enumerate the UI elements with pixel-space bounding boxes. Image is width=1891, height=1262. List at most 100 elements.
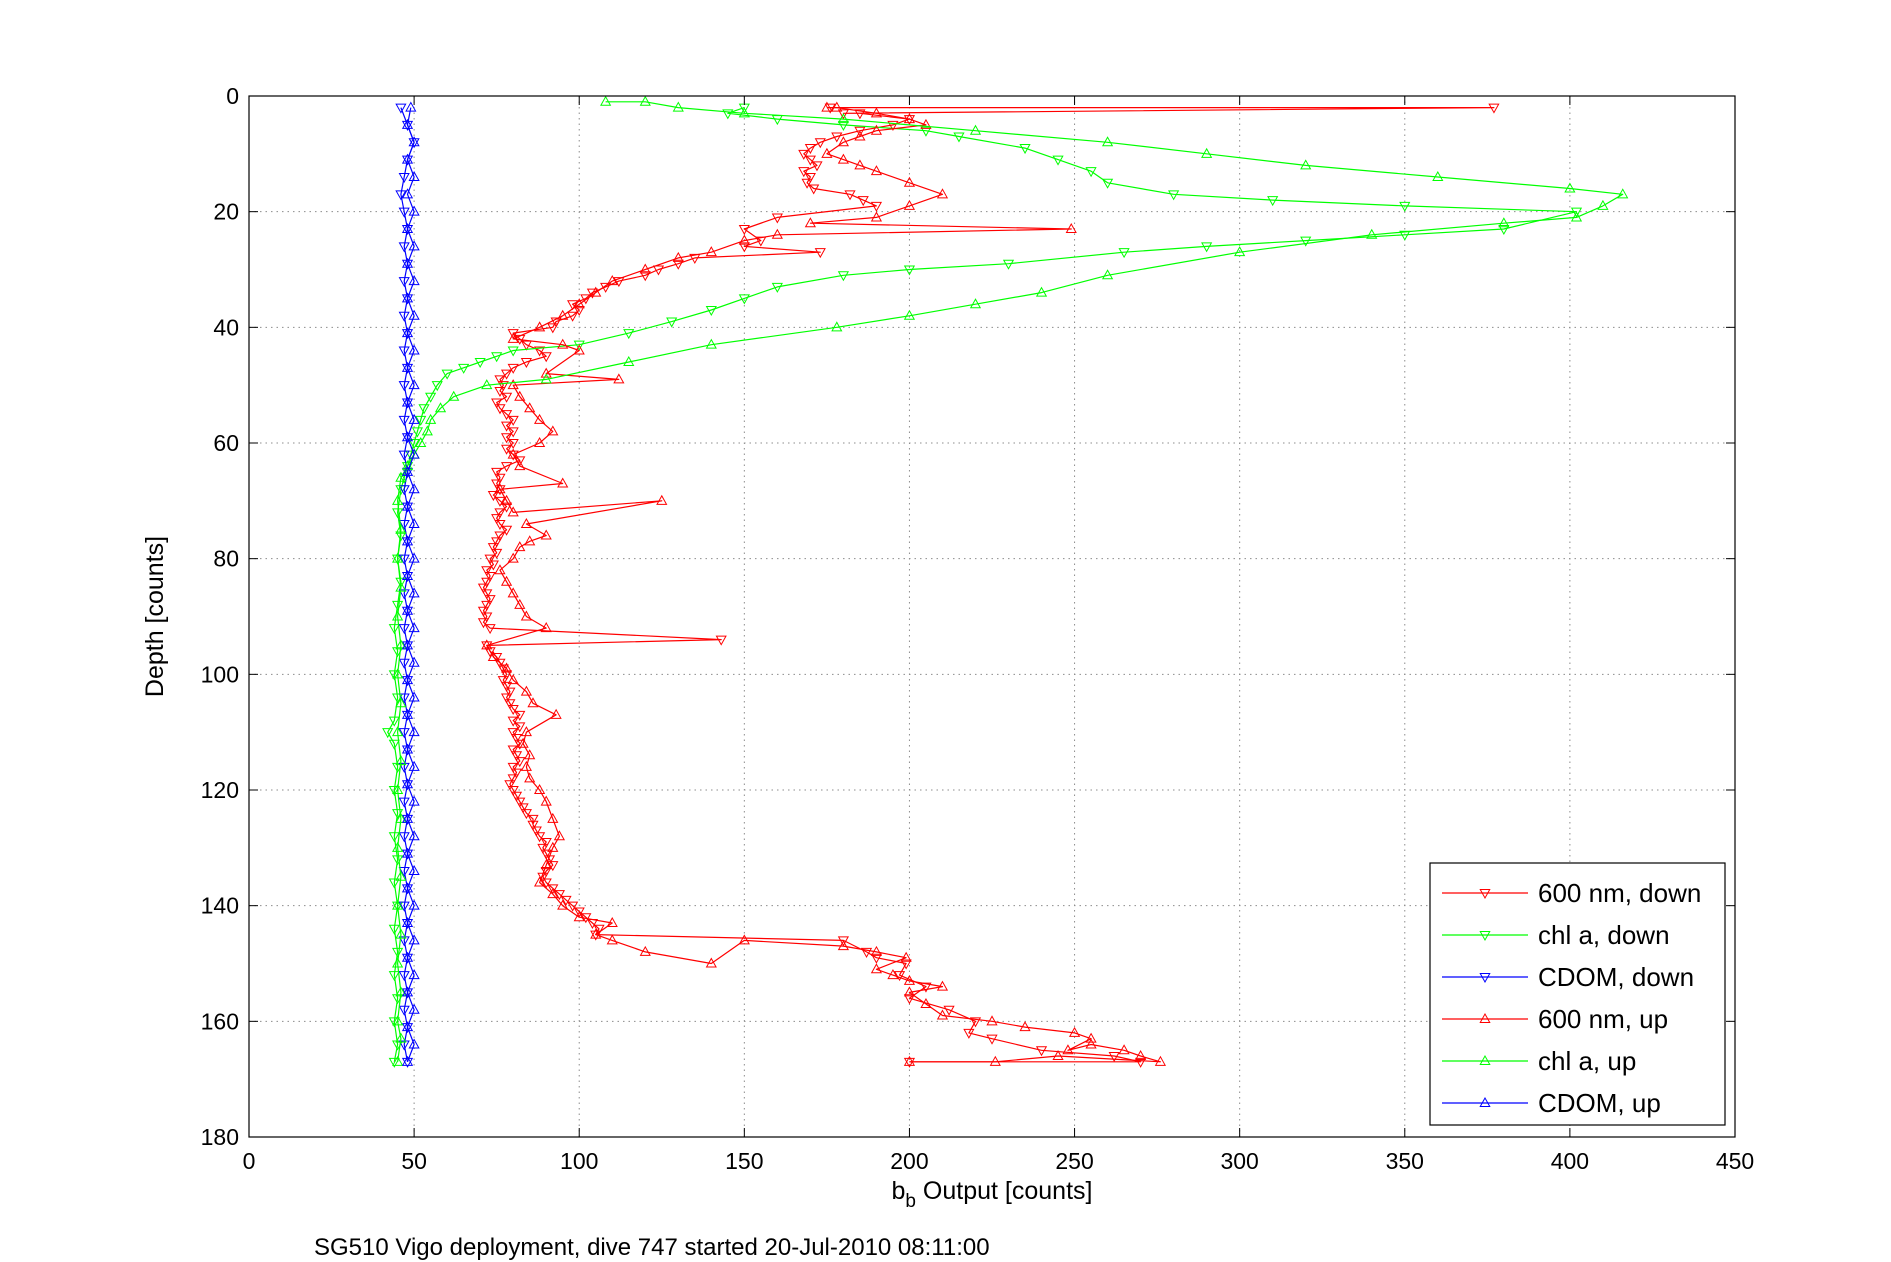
data-point bbox=[689, 253, 701, 264]
y-tick-label: 140 bbox=[201, 893, 239, 919]
data-point bbox=[408, 136, 420, 147]
data-point bbox=[408, 483, 420, 494]
data-point bbox=[388, 1017, 400, 1028]
data-point bbox=[804, 217, 816, 228]
data-point bbox=[395, 870, 407, 881]
data-point bbox=[524, 535, 536, 546]
data-point bbox=[401, 812, 414, 823]
data-point bbox=[401, 153, 414, 164]
data-point bbox=[722, 109, 734, 120]
data-point bbox=[738, 294, 750, 305]
data-point bbox=[388, 624, 400, 635]
data-point bbox=[738, 107, 750, 118]
series-line bbox=[397, 101, 1624, 1062]
data-point bbox=[567, 311, 579, 322]
data-point bbox=[903, 1055, 916, 1066]
y-tick-label: 0 bbox=[226, 83, 239, 109]
data-point bbox=[477, 583, 490, 594]
y-axis-label: Depth [counts] bbox=[141, 536, 169, 697]
data-point bbox=[738, 242, 750, 253]
data-point bbox=[484, 554, 496, 565]
data-point bbox=[395, 103, 407, 114]
data-point bbox=[540, 352, 552, 363]
data-point bbox=[401, 1055, 414, 1066]
data-point bbox=[514, 541, 526, 552]
data-point bbox=[398, 866, 410, 877]
data-point bbox=[533, 413, 546, 424]
x-axis-label: bb Output [counts] bbox=[892, 1177, 1093, 1212]
data-point bbox=[401, 327, 414, 338]
data-point bbox=[672, 101, 684, 112]
data-point bbox=[1168, 190, 1180, 201]
data-point bbox=[1432, 170, 1444, 181]
series-line bbox=[482, 106, 1495, 1063]
data-point bbox=[388, 1057, 400, 1068]
x-tick-label: 100 bbox=[560, 1148, 598, 1174]
data-point bbox=[408, 691, 420, 702]
data-point bbox=[408, 830, 420, 841]
data-point bbox=[550, 708, 562, 719]
data-point bbox=[401, 814, 414, 825]
data-point bbox=[401, 676, 414, 687]
data-point bbox=[401, 778, 414, 789]
data-point bbox=[514, 797, 526, 808]
axis-tick-labels: 0 50 100 150 200 250 300 350 400 450 0 20 40 60 80 100 1… bbox=[201, 83, 1755, 1174]
data-point bbox=[401, 847, 414, 858]
data-point bbox=[401, 951, 414, 962]
data-point bbox=[415, 415, 427, 426]
data-point bbox=[986, 1034, 998, 1045]
data-point bbox=[401, 502, 414, 513]
data-point bbox=[405, 101, 417, 112]
data-point bbox=[398, 172, 410, 183]
data-point bbox=[395, 190, 407, 201]
data-point bbox=[870, 211, 883, 222]
data-point bbox=[398, 936, 410, 947]
data-point bbox=[481, 600, 493, 611]
data-point bbox=[494, 375, 506, 386]
data-point bbox=[500, 421, 513, 432]
data-point bbox=[514, 710, 526, 721]
data-point bbox=[903, 265, 916, 276]
data-point bbox=[1052, 155, 1064, 166]
data-point bbox=[590, 286, 602, 297]
data-point bbox=[837, 940, 850, 951]
data-point bbox=[388, 832, 400, 843]
x-tick-label: 200 bbox=[890, 1148, 928, 1174]
data-point bbox=[431, 381, 443, 392]
data-point bbox=[1101, 136, 1114, 147]
data-point bbox=[398, 311, 410, 322]
data-point bbox=[391, 552, 404, 563]
data-point bbox=[844, 190, 856, 201]
data-point bbox=[398, 346, 410, 357]
data-point bbox=[1052, 1050, 1064, 1061]
series-3 bbox=[481, 101, 1167, 1066]
data-point bbox=[510, 768, 523, 779]
data-point bbox=[520, 726, 532, 737]
data-point bbox=[738, 225, 750, 236]
data-point bbox=[500, 369, 513, 380]
data-point bbox=[517, 737, 529, 748]
data-point bbox=[1065, 222, 1077, 234]
data-point bbox=[821, 101, 833, 112]
data-point bbox=[500, 433, 513, 444]
data-point bbox=[398, 277, 410, 288]
data-point bbox=[903, 309, 916, 320]
data-point bbox=[408, 760, 420, 771]
data-point bbox=[533, 832, 546, 843]
x-tick-label: 50 bbox=[401, 1148, 427, 1174]
data-point bbox=[401, 155, 414, 166]
data-point bbox=[666, 317, 678, 328]
data-point bbox=[887, 969, 899, 980]
data-point bbox=[401, 363, 414, 374]
data-point bbox=[854, 130, 866, 141]
data-point bbox=[1002, 259, 1015, 270]
data-point bbox=[401, 259, 414, 270]
data-point bbox=[398, 658, 410, 669]
data-point bbox=[507, 448, 519, 459]
data-point bbox=[481, 589, 493, 600]
data-point bbox=[804, 155, 816, 166]
data-point bbox=[398, 971, 410, 982]
data-point bbox=[854, 159, 866, 170]
series-line bbox=[400, 107, 415, 1062]
data-point bbox=[481, 641, 493, 652]
